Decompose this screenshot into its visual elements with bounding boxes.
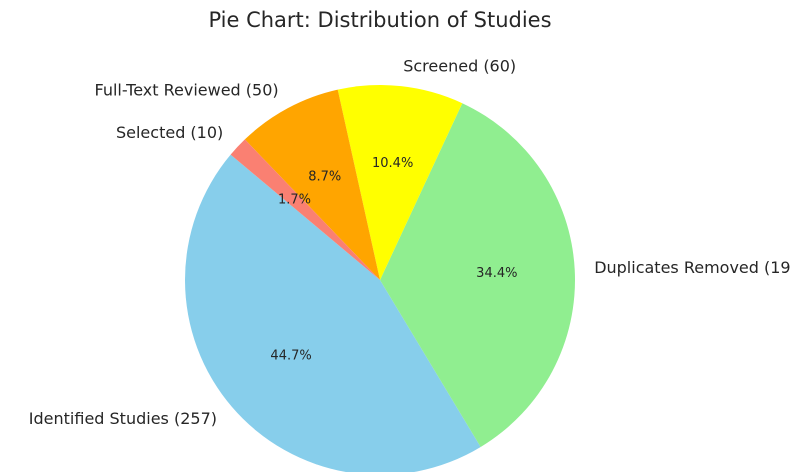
pie-slice (230, 139, 380, 280)
slice-label: Identified Studies (257) (29, 409, 217, 428)
percent-label: 34.4% (476, 266, 517, 281)
slice-label: Duplicates Removed (198) (594, 258, 790, 277)
pie-slice (380, 103, 575, 448)
percent-label: 1.7% (278, 193, 311, 208)
slice-label: Full-Text Reviewed (50) (95, 80, 279, 99)
chart-title: Pie Chart: Distribution of Studies (208, 8, 551, 32)
slice-label: Selected (10) (116, 123, 223, 142)
slice-label: Screened (60) (403, 56, 516, 75)
percent-label: 44.7% (270, 349, 311, 364)
percent-label: 8.7% (308, 169, 341, 184)
pie-slice (244, 89, 380, 280)
pie-slice (337, 85, 463, 281)
pie-slice (185, 154, 481, 472)
percent-label: 10.4% (372, 156, 413, 171)
